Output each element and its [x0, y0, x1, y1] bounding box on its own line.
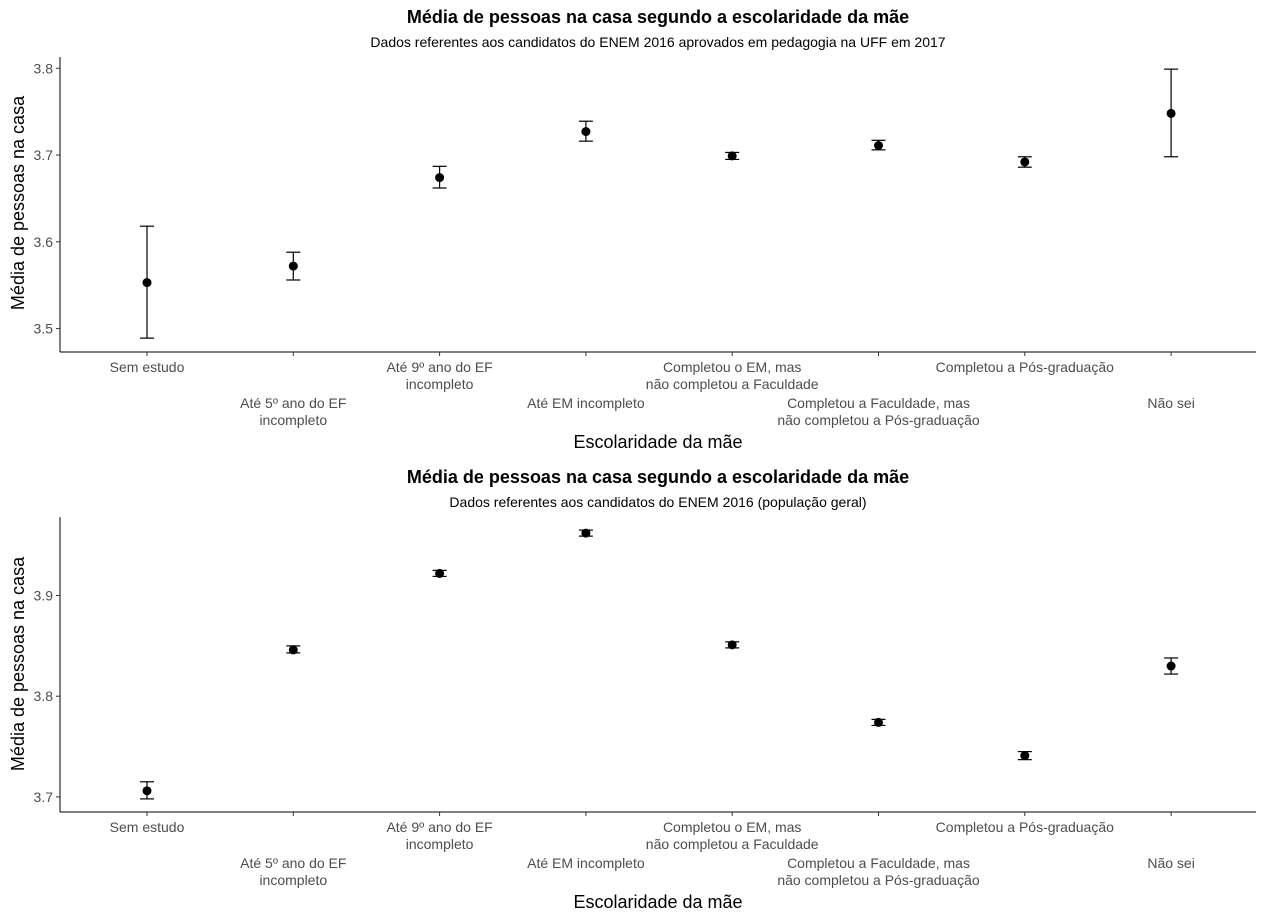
- y-axis-title: Média de pessoas na casa: [8, 556, 28, 771]
- chart-subtitle: Dados referentes aos candidatos do ENEM …: [449, 494, 866, 510]
- data-point: [1020, 157, 1030, 167]
- y-tick-label: 3.9: [34, 588, 54, 604]
- data-point: [435, 173, 445, 183]
- axes: 3.5 3.6 3.7 3.8 Sem estudo Até 5º ano do EF in…: [34, 57, 1256, 428]
- chart-panel-bottom: Média de pessoas na casa segundo a escol…: [8, 467, 1256, 912]
- y-axis-title: Média de pessoas na casa: [8, 95, 28, 310]
- x-tick-label: Não sei: [1147, 855, 1194, 871]
- data-point: [288, 261, 298, 271]
- chart-subtitle: Dados referentes aos candidatos do ENEM …: [370, 34, 945, 50]
- x-tick-label: Até 9º ano do EF incompleto: [386, 819, 492, 852]
- data-point: [1020, 751, 1030, 761]
- data-point: [288, 645, 298, 655]
- data-marks: [140, 68, 1179, 339]
- x-axis-title: Escolaridade da mãe: [573, 892, 742, 912]
- data-point: [874, 141, 883, 150]
- y-tick-label: 3.7: [34, 147, 54, 163]
- x-axis-title: Escolaridade da mãe: [573, 432, 742, 452]
- x-tick-label: Até EM incompleto: [527, 395, 645, 411]
- y-tick-label: 3.5: [34, 321, 54, 337]
- axes: 3.7 3.8 3.9 Sem estudo Até 5º ano do EF incom…: [34, 517, 1256, 888]
- x-tick-label: Até 5º ano do EF incompleto: [240, 395, 346, 428]
- x-tick-label: Até 5º ano do EF incompleto: [240, 855, 346, 888]
- data-point: [142, 786, 152, 796]
- x-tick-label: Completou o EM, mas não completou a Facul…: [646, 819, 819, 852]
- y-tick-label: 3.8: [34, 688, 54, 704]
- data-point: [581, 528, 591, 538]
- data-point: [727, 640, 737, 650]
- y-tick-label: 3.8: [34, 60, 54, 76]
- chart-panel-top: Média de pessoas na casa segundo a escol…: [8, 7, 1256, 452]
- data-point: [1166, 108, 1176, 118]
- chart-title: Média de pessoas na casa segundo a escol…: [407, 7, 909, 27]
- x-tick-label: Completou a Pós-graduação: [936, 819, 1114, 835]
- data-marks: [140, 528, 1179, 800]
- data-point: [435, 568, 445, 578]
- x-tick-label: Não sei: [1147, 395, 1194, 411]
- data-point: [1166, 661, 1176, 671]
- y-tick-label: 3.6: [34, 234, 54, 250]
- x-tick-label: Sem estudo: [110, 359, 185, 375]
- y-tick-label: 3.7: [34, 789, 54, 805]
- x-tick-label: Sem estudo: [110, 819, 185, 835]
- data-point: [581, 127, 591, 137]
- x-tick-label: Completou a Faculdade, mas não completou …: [777, 395, 980, 428]
- x-tick-label: Completou a Pós-graduação: [936, 359, 1114, 375]
- chart-title: Média de pessoas na casa segundo a escol…: [407, 467, 909, 487]
- data-point: [727, 151, 737, 161]
- x-tick-label: Até EM incompleto: [527, 855, 645, 871]
- data-point: [874, 717, 883, 727]
- x-tick-label: Completou o EM, mas não completou a Facul…: [646, 359, 819, 392]
- data-point: [142, 278, 152, 288]
- x-tick-label: Até 9º ano do EF incompleto: [386, 359, 492, 392]
- x-tick-label: Completou a Faculdade, mas não completou …: [777, 855, 980, 888]
